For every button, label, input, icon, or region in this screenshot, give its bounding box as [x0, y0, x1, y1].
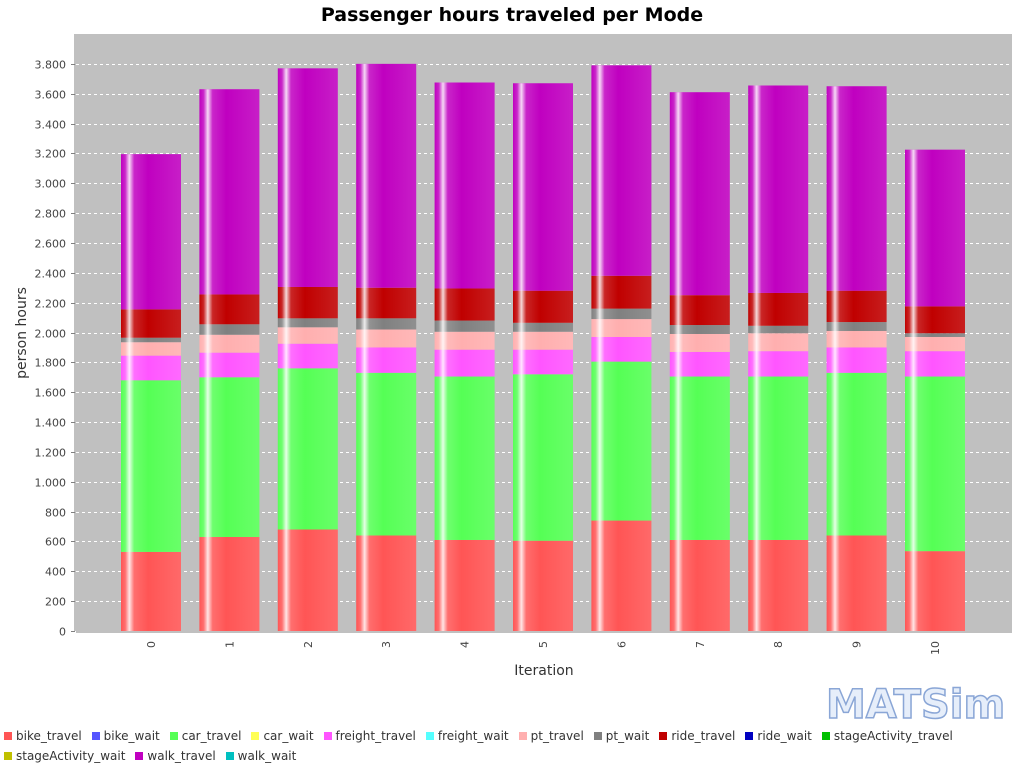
- legend-item-ride_travel: ride_travel: [659, 726, 735, 746]
- legend-item-bike_wait: bike_wait: [91, 726, 160, 746]
- y-tick-label: 3.600: [35, 89, 67, 102]
- legend-swatch: [659, 732, 668, 740]
- bar-highlight: [434, 82, 495, 632]
- legend-item-ride_wait: ride_wait: [745, 726, 812, 746]
- legend-item-pt_travel: pt_travel: [518, 726, 584, 746]
- legend-swatch: [91, 732, 100, 740]
- bar-highlight: [356, 63, 417, 632]
- y-tick-label: 200: [45, 596, 66, 609]
- matsim-logo-text: MATSim: [826, 682, 1005, 726]
- y-tick-label: 1.400: [35, 417, 67, 430]
- bar-highlight: [591, 65, 652, 631]
- bars: [121, 63, 965, 632]
- legend-item-stageActivity_wait: stageActivity_wait: [4, 746, 125, 766]
- x-tick-label: 9: [851, 641, 864, 648]
- legend-label: stageActivity_travel: [833, 729, 953, 743]
- legend-swatch: [518, 732, 527, 740]
- y-tick-label: 2.400: [35, 268, 67, 281]
- matsim-logo: MATSim: [826, 681, 1006, 726]
- y-tick-label: 1.600: [35, 387, 67, 400]
- axes: 0 200 400 600 800 1.000 1.200 1.400 1.600 1.800 2.…: [35, 34, 1012, 655]
- legend-label: pt_travel: [530, 729, 584, 743]
- y-tick-label: 3.200: [35, 148, 67, 161]
- chart-title: Passenger hours traveled per Mode: [320, 4, 704, 26]
- x-tick-label: 6: [615, 641, 628, 648]
- y-tick-label: 3.400: [35, 119, 67, 132]
- y-tick-label: 2.000: [35, 328, 67, 341]
- x-tick-label: 2: [302, 641, 315, 648]
- legend-swatch: [251, 732, 260, 740]
- y-tick-label: 3.000: [35, 178, 67, 191]
- legend-label: ride_wait: [757, 729, 812, 743]
- y-tick-label: 1.000: [35, 477, 67, 490]
- legend-swatch: [593, 732, 602, 740]
- legend: bike_travel bike_wait car_travel car_wait fr…: [4, 726, 1014, 766]
- legend-label: stageActivity_wait: [16, 749, 126, 763]
- legend-item-car_travel: car_travel: [169, 726, 242, 746]
- x-tick-label: 0: [145, 641, 158, 648]
- x-tick-label: 10: [929, 641, 942, 655]
- bar-highlight: [121, 154, 181, 632]
- bar-highlight: [669, 92, 730, 631]
- legend-swatch: [135, 752, 144, 760]
- x-tick-label: 4: [459, 641, 472, 648]
- x-tick-label: 1: [223, 641, 236, 648]
- legend-label: freight_travel: [335, 729, 416, 743]
- legend-swatch: [225, 752, 234, 760]
- x-tick-label: 7: [694, 641, 707, 648]
- legend-item-car_wait: car_wait: [251, 726, 314, 746]
- bar-highlight: [748, 85, 809, 631]
- y-tick-label: 2.800: [35, 208, 67, 221]
- legend-label: freight_wait: [437, 729, 509, 743]
- legend-label: car_travel: [181, 729, 242, 743]
- y-tick-label: 1.800: [35, 357, 67, 370]
- legend-label: walk_wait: [237, 749, 297, 763]
- legend-swatch: [4, 752, 12, 760]
- x-tick-label: 5: [537, 641, 550, 648]
- bar-highlight: [826, 86, 887, 632]
- legend-label: pt_wait: [605, 729, 650, 743]
- legend-swatch: [425, 732, 434, 740]
- legend-label: bike_travel: [16, 729, 82, 743]
- y-tick-label: 0: [59, 626, 66, 639]
- legend-item-walk_wait: walk_wait: [225, 746, 297, 766]
- legend-item-pt_wait: pt_wait: [593, 726, 650, 746]
- bar-highlight: [905, 149, 965, 631]
- y-tick-label: 1.200: [35, 447, 67, 460]
- legend-swatch: [745, 732, 754, 740]
- legend-item-bike_travel: bike_travel: [4, 726, 82, 746]
- legend-swatch: [169, 732, 178, 740]
- legend-item-walk_travel: walk_travel: [135, 746, 216, 766]
- y-axis-title: person hours: [14, 287, 30, 379]
- y-tick-label: 600: [45, 536, 66, 549]
- legend-label: car_wait: [263, 729, 314, 743]
- x-tick-label: 8: [772, 641, 785, 648]
- legend-label: bike_wait: [103, 729, 160, 743]
- y-tick-label: 400: [45, 566, 66, 579]
- bar-highlight: [199, 89, 260, 631]
- legend-swatch: [4, 732, 12, 740]
- x-tick-label: 3: [380, 641, 393, 648]
- bar-highlight: [513, 83, 573, 631]
- x-axis-title: Iteration: [514, 663, 573, 679]
- bar-highlight: [277, 68, 338, 631]
- legend-label: ride_travel: [671, 729, 736, 743]
- legend-item-freight_travel: freight_travel: [323, 726, 416, 746]
- legend-item-stageActivity_travel: stageActivity_travel: [821, 726, 953, 746]
- legend-swatch: [821, 732, 830, 740]
- legend-label: walk_travel: [147, 749, 216, 763]
- y-tick-label: 800: [45, 507, 66, 520]
- legend-item-freight_wait: freight_wait: [425, 726, 509, 746]
- y-tick-label: 3.800: [35, 59, 67, 72]
- y-tick-label: 2.600: [35, 238, 67, 251]
- y-tick-label: 2.200: [35, 298, 67, 311]
- legend-swatch: [323, 732, 332, 740]
- chart-plot: 0 200 400 600 800 1.000 1.200 1.400 1.600 1.800 2.…: [14, 34, 1012, 679]
